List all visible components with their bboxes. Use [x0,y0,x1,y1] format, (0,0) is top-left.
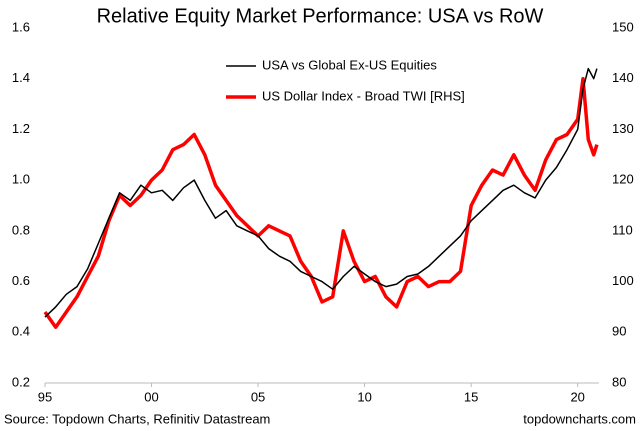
chart-title: Relative Equity Market Performance: USA … [97,5,544,27]
y2-tick-label: 130 [612,121,634,136]
y2-tick-label: 140 [612,70,634,85]
y2-tick-label: 90 [612,324,626,339]
x-tick-label: 05 [251,389,265,404]
x-tick-label: 00 [144,389,158,404]
y-tick-label: 0.8 [12,222,30,237]
y-tick-label: 1.4 [12,70,30,85]
x-tick-label: 95 [38,389,52,404]
source-note: Source: Topdown Charts, Refinitiv Datast… [4,411,270,426]
y-tick-label: 1.0 [12,172,30,187]
legend-label: US Dollar Index - Broad TWI [RHS] [262,88,465,103]
legend-label: USA vs Global Ex-US Equities [262,57,437,72]
y2-tick-label: 120 [612,172,634,187]
y-tick-label: 0.2 [12,374,30,389]
series-line [44,67,598,318]
y2-tick-label: 80 [612,374,626,389]
series-line [43,76,599,329]
watermark: topdowncharts.com [523,411,636,426]
y-tick-label: 0.6 [12,273,30,288]
y-tick-label: 1.6 [12,19,30,34]
x-tick-label: 15 [464,389,478,404]
y2-tick-label: 110 [612,222,633,237]
y2-tick-label: 150 [612,19,634,34]
y-tick-label: 1.2 [12,121,30,136]
y-tick-label: 0.4 [12,324,30,339]
y2-tick-label: 100 [612,273,634,288]
x-tick-label: 20 [570,389,584,404]
x-tick-label: 10 [357,389,371,404]
